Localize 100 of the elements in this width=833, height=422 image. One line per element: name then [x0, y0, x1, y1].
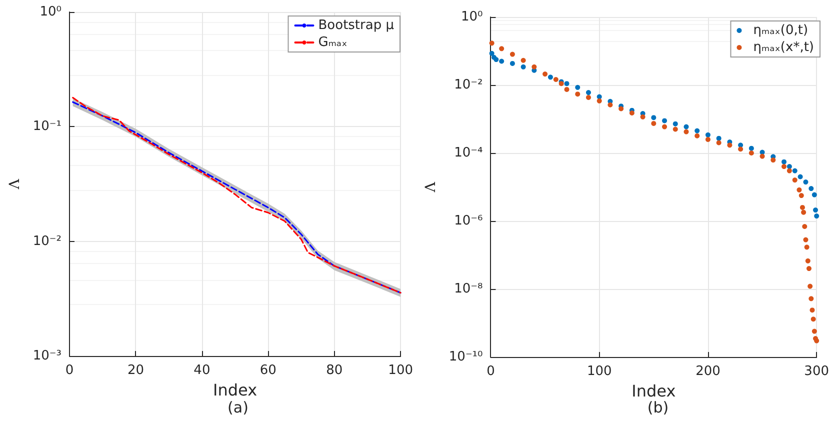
point: [489, 40, 494, 46]
point: [520, 58, 526, 63]
point: [618, 106, 624, 112]
point: [586, 94, 591, 100]
point: [716, 136, 722, 141]
point: [800, 204, 805, 210]
point: [808, 284, 813, 289]
x-tick-label: 0: [486, 364, 495, 379]
point: [808, 296, 814, 302]
point: [662, 124, 668, 130]
legend-label: ηₘₐₓ(0,t): [753, 23, 808, 38]
point: [792, 168, 798, 174]
x-tick-label: 0: [65, 363, 74, 378]
y-tick-label: 10⁰: [460, 10, 483, 24]
point: [672, 121, 678, 126]
point: [810, 316, 816, 322]
point: [694, 128, 700, 134]
x-axis-title: Index: [632, 381, 676, 400]
y-tick-label: 10⁰: [40, 4, 62, 20]
point: [651, 120, 656, 126]
x-tick-label: 60: [260, 363, 276, 378]
point: [738, 146, 744, 152]
point: [640, 114, 646, 120]
point: [705, 132, 710, 138]
x-tick-label: 100: [388, 363, 414, 378]
point: [770, 158, 776, 163]
y-tick-label: 10⁻⁶: [454, 214, 483, 228]
legend-label: Bootstrap μ: [318, 18, 394, 33]
point: [804, 244, 810, 250]
y-tick-label: 10⁻⁸: [454, 282, 483, 296]
point: [586, 90, 591, 96]
point: [672, 126, 678, 132]
text: (b): [647, 398, 669, 416]
point: [629, 110, 634, 116]
point: [510, 60, 515, 66]
x-tick-label: 100: [586, 364, 612, 379]
point: [499, 58, 504, 64]
point: [738, 142, 744, 148]
point: [596, 98, 602, 104]
point: [803, 237, 808, 242]
point: [662, 118, 668, 124]
point: [812, 192, 817, 198]
point: [798, 193, 804, 198]
point: [808, 186, 814, 192]
x-tick-label: 20: [127, 363, 144, 378]
point: [812, 328, 817, 334]
point: [489, 50, 494, 56]
point: [786, 164, 792, 170]
y-tick-label: 10⁻¹⁰: [448, 350, 483, 364]
point: [651, 115, 656, 120]
point: [553, 77, 558, 82]
point: [796, 187, 802, 192]
point: [782, 164, 787, 170]
point: [716, 140, 722, 146]
point: [564, 86, 570, 92]
point: [782, 159, 787, 164]
point: [548, 74, 553, 80]
point: [532, 64, 537, 70]
point: [542, 72, 548, 77]
point: [575, 92, 580, 97]
y-axis-title: Λ: [423, 181, 439, 194]
x-tick-label: 80: [326, 363, 343, 378]
y-tick-label: 10⁻²: [32, 234, 62, 249]
point: [705, 136, 710, 142]
point: [575, 84, 580, 90]
legend-label: Gₘₐₓ: [318, 35, 348, 50]
legend-label: ηₘₐₓ(x*,t): [753, 40, 814, 55]
point: [786, 168, 792, 174]
point: [694, 133, 700, 138]
point: [494, 57, 499, 62]
y-tick-label: 10⁻¹: [32, 119, 62, 134]
point: [748, 146, 754, 151]
point: [510, 52, 515, 57]
y-tick-label: 10⁻⁴: [454, 146, 483, 160]
text: (a): [228, 398, 248, 416]
point: [813, 208, 818, 213]
x-tick-label: 300: [804, 364, 830, 379]
point: [760, 154, 765, 159]
point: [499, 46, 504, 52]
point: [805, 258, 810, 264]
point: [798, 174, 803, 180]
x-axis-title: Index: [213, 380, 258, 400]
point: [803, 180, 808, 185]
point: [802, 224, 808, 229]
x-tick-label: 200: [696, 364, 720, 379]
y-axis-title: Λ: [7, 178, 23, 190]
point: [520, 64, 526, 70]
point: [748, 150, 754, 156]
point: [810, 308, 815, 313]
point: [564, 81, 570, 86]
point: [814, 338, 820, 344]
point: [727, 142, 732, 148]
point: [684, 129, 689, 134]
point: [801, 210, 806, 215]
point: [684, 124, 689, 130]
y-tick-label: 10⁻³: [32, 348, 62, 364]
y-tick-label: 10⁻²: [454, 78, 483, 92]
point: [792, 178, 798, 183]
x-tick-label: 40: [194, 363, 210, 378]
point: [806, 266, 812, 272]
